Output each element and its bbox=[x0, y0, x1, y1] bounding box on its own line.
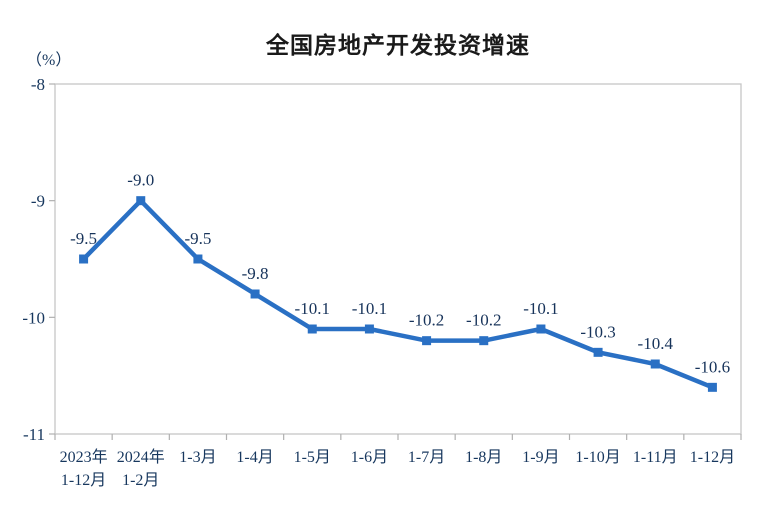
x-category-label: 2023年 bbox=[60, 448, 108, 466]
data-point-label: -10.2 bbox=[466, 311, 501, 330]
x-category-label: 1-12月 bbox=[61, 472, 106, 489]
x-axis: 2023年 1-12月 2024年 1-2月 1-3月 1-4月 1-5月 1-6月 1-7月 1… bbox=[54, 434, 742, 489]
data-point bbox=[307, 324, 317, 334]
data-point-label: -10.1 bbox=[352, 299, 387, 318]
data-point-label: -10.3 bbox=[580, 322, 615, 341]
data-point-label: -9.8 bbox=[242, 264, 269, 283]
chart-title: 全国房地产开发投资增速 bbox=[266, 32, 530, 58]
data-point-label: -9.0 bbox=[127, 171, 154, 190]
plot-border bbox=[54, 83, 742, 435]
x-category-label: 1-9月 bbox=[522, 449, 559, 466]
x-category-label: 1-6月 bbox=[351, 449, 388, 466]
x-category-label: 1-5月 bbox=[294, 449, 331, 466]
x-category-label: 1-2月 bbox=[122, 472, 159, 489]
y-tick-label: -11 bbox=[23, 425, 45, 444]
y-axis-unit-label: （%） bbox=[26, 52, 72, 69]
data-point bbox=[250, 289, 260, 299]
data-point bbox=[422, 336, 432, 346]
data-point bbox=[364, 324, 374, 334]
y-tick-label: -8 bbox=[31, 75, 45, 94]
x-category-label: 1-12月 bbox=[690, 449, 735, 466]
data-point-label: -10.2 bbox=[409, 311, 444, 330]
x-category-label: 1-3月 bbox=[179, 449, 216, 466]
data-series: -9.5 -9.0 -9.5 -9.8 -10.1 -10.1 -10.2 -10.2 -10.… bbox=[70, 171, 730, 392]
y-tick-label: -9 bbox=[31, 192, 45, 211]
x-category-label: 1-10月 bbox=[575, 449, 620, 466]
data-point bbox=[79, 254, 89, 264]
x-category-label: 1-11月 bbox=[633, 449, 678, 466]
y-axis: -8 -9 -10 -11 bbox=[22, 75, 55, 444]
y-tick-label: -10 bbox=[22, 308, 45, 327]
data-point-label: -10.6 bbox=[695, 357, 730, 376]
data-point-label: -9.5 bbox=[70, 229, 97, 248]
data-line bbox=[81, 197, 714, 390]
data-point bbox=[593, 347, 603, 357]
data-point bbox=[707, 382, 717, 392]
data-point-label: -10.1 bbox=[523, 299, 558, 318]
x-category-label: 1-8月 bbox=[465, 449, 502, 466]
data-point-label: -9.5 bbox=[184, 229, 211, 248]
data-point bbox=[136, 196, 146, 206]
x-category-label: 1-4月 bbox=[236, 449, 273, 466]
x-category-label: 1-7月 bbox=[408, 449, 445, 466]
data-point bbox=[650, 359, 660, 369]
data-point bbox=[193, 254, 203, 264]
x-category-label: 2024年 bbox=[117, 448, 165, 466]
data-point bbox=[479, 336, 489, 346]
data-point bbox=[536, 324, 546, 334]
data-point-label: -10.1 bbox=[295, 299, 330, 318]
data-point-label: -10.4 bbox=[638, 334, 674, 353]
